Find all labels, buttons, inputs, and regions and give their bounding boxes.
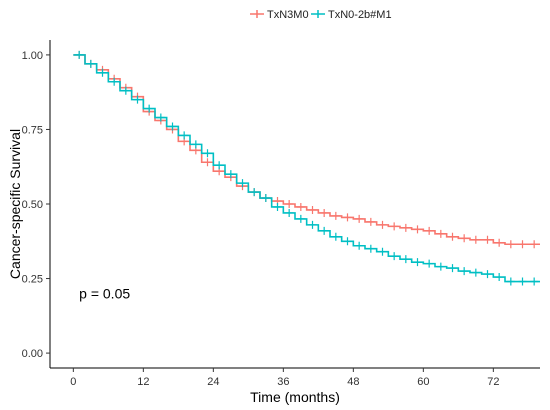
censor-mark bbox=[401, 223, 410, 232]
x-tick-label: 72 bbox=[487, 376, 499, 388]
censor-mark bbox=[506, 240, 515, 249]
censor-mark bbox=[343, 237, 352, 246]
censor-mark bbox=[401, 255, 410, 264]
censor-mark bbox=[296, 214, 305, 223]
legend-item: TxN0-2b#M1 bbox=[311, 9, 392, 21]
censor-mark bbox=[460, 234, 469, 243]
censor-mark bbox=[355, 241, 364, 250]
censor-mark bbox=[168, 122, 177, 131]
x-tick-label: 48 bbox=[347, 376, 359, 388]
censor-mark bbox=[471, 235, 480, 244]
censor-mark bbox=[261, 194, 270, 203]
censor-mark bbox=[390, 222, 399, 231]
censor-mark bbox=[471, 268, 480, 277]
p-value-annotation: p = 0.05 bbox=[79, 285, 130, 301]
censor-mark bbox=[98, 68, 107, 77]
y-tick-label: 0.50 bbox=[22, 199, 43, 211]
legend-key bbox=[250, 10, 264, 18]
x-tick-label: 36 bbox=[277, 376, 289, 388]
censor-mark bbox=[121, 86, 130, 95]
censor-mark bbox=[331, 232, 340, 241]
censor-mark bbox=[285, 200, 294, 208]
censor-mark bbox=[495, 273, 504, 282]
censor-mark bbox=[320, 226, 329, 235]
censor-mark bbox=[273, 202, 282, 211]
censor-mark bbox=[518, 277, 527, 286]
censor-mark bbox=[75, 50, 84, 59]
legend-item: TxN3M0 bbox=[250, 9, 309, 21]
censor-mark bbox=[495, 238, 504, 247]
censor-mark bbox=[180, 131, 189, 140]
censor-mark bbox=[483, 270, 492, 279]
censor-mark bbox=[436, 229, 445, 238]
censor-mark bbox=[145, 104, 154, 113]
y-tick-label: 0.25 bbox=[22, 274, 43, 286]
censor-mark bbox=[506, 277, 515, 286]
censor-mark bbox=[320, 208, 329, 217]
censor-mark bbox=[296, 202, 305, 211]
x-tick-label: 0 bbox=[70, 376, 76, 388]
legend-label: TxN0-2b#M1 bbox=[328, 9, 392, 21]
censor-mark bbox=[156, 113, 165, 122]
legend-key bbox=[311, 10, 325, 18]
legend-label: TxN3M0 bbox=[267, 9, 309, 21]
x-axis-title: Time (months) bbox=[250, 389, 340, 405]
censor-mark bbox=[378, 247, 387, 256]
censor-mark bbox=[285, 208, 294, 217]
censor-mark bbox=[448, 264, 457, 273]
y-tick-label: 0.00 bbox=[22, 348, 43, 360]
y-axis-ticks: 0.00 0.25 0.50 0.75 1.00 bbox=[22, 50, 50, 360]
x-tick-label: 24 bbox=[207, 376, 219, 388]
censor-mark bbox=[413, 225, 422, 234]
censor-mark bbox=[530, 240, 539, 249]
censor-mark bbox=[250, 188, 259, 197]
censor-mark bbox=[110, 77, 119, 86]
plot-area: p = 0.05 bbox=[50, 40, 540, 368]
x-axis-ticks: 0 12 24 36 48 60 72 bbox=[70, 368, 499, 388]
censor-mark bbox=[366, 217, 375, 226]
censor-mark bbox=[331, 211, 340, 220]
censor-mark bbox=[343, 213, 352, 222]
y-tick-label: 1.00 bbox=[22, 50, 43, 62]
censor-mark bbox=[203, 158, 212, 167]
censor-mark bbox=[413, 258, 422, 267]
legend: TxN3M0 TxN0-2b#M1 bbox=[250, 9, 392, 21]
series-layer bbox=[73, 50, 540, 286]
censor-mark bbox=[215, 161, 224, 170]
censor-mark bbox=[308, 220, 317, 229]
y-tick-label: 0.75 bbox=[22, 124, 43, 136]
censor-mark bbox=[238, 179, 247, 188]
censor-mark bbox=[226, 170, 235, 179]
censor-mark bbox=[530, 277, 539, 286]
censor-mark bbox=[133, 95, 142, 104]
censor-mark bbox=[483, 235, 492, 244]
censor-mark bbox=[378, 220, 387, 229]
censor-mark bbox=[355, 214, 364, 223]
censor-mark bbox=[448, 232, 457, 241]
axes: 0 12 24 36 48 60 72 0.00 0.25 0.50 0.75 1.00 Time … bbox=[7, 40, 540, 405]
censor-mark bbox=[86, 59, 95, 68]
x-tick-label: 12 bbox=[137, 376, 149, 388]
censor-mark bbox=[436, 262, 445, 271]
censor-mark bbox=[308, 205, 317, 214]
censor-mark bbox=[191, 140, 200, 149]
censor-mark bbox=[518, 240, 527, 249]
x-tick-label: 60 bbox=[417, 376, 429, 388]
censor-mark bbox=[390, 252, 399, 261]
y-axis-title: Cancer-specific Survival bbox=[7, 129, 23, 279]
censor-mark bbox=[460, 267, 469, 276]
censor-mark bbox=[425, 226, 434, 235]
series-2 bbox=[73, 50, 540, 286]
censor-mark bbox=[203, 149, 212, 158]
censor-mark bbox=[366, 244, 375, 253]
censor-mark bbox=[425, 259, 434, 268]
